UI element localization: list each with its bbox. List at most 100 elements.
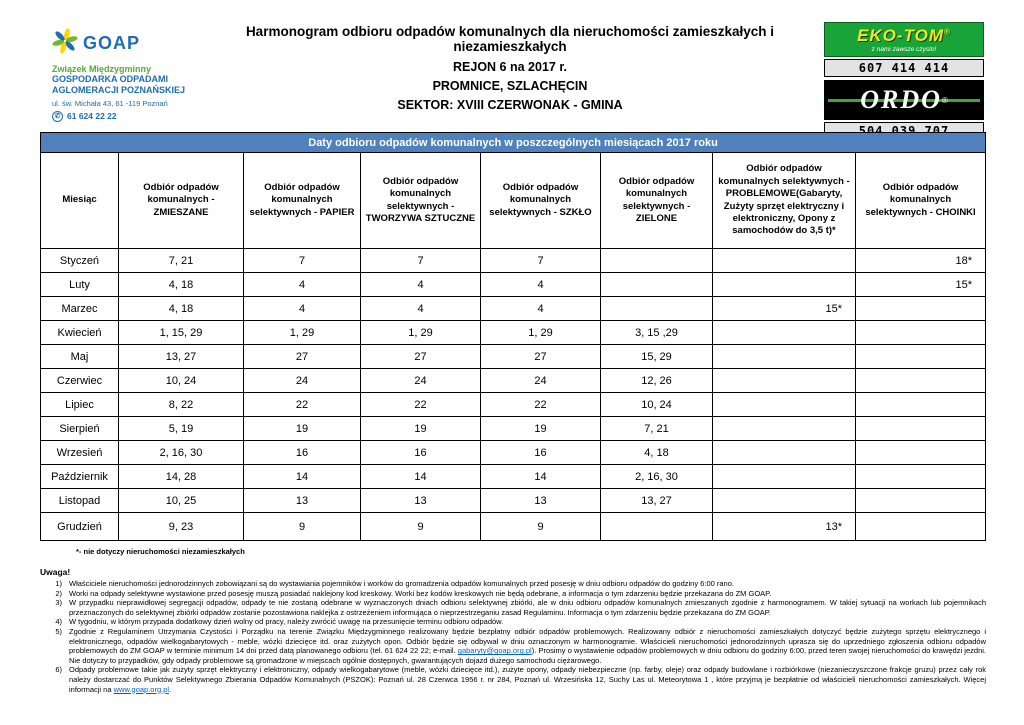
schedule-cell: 14 <box>243 464 361 489</box>
column-header: Odbiór odpadów komunalnych selektywnych … <box>712 152 856 249</box>
schedule-cell <box>712 392 856 417</box>
schedule-header-row: Miesiąc Odbiór odpadów komunalnych - ZMIE… <box>40 152 987 249</box>
table-row: Sierpień 5, 19 19 19 19 7, 21 <box>40 416 987 441</box>
schedule-cell <box>600 512 713 541</box>
schedule-cell: 13* <box>712 512 856 541</box>
column-header: Odbiór odpadów komunalnych selektywnych … <box>600 152 713 249</box>
month-cell: Październik <box>40 464 119 489</box>
title-sector: SEKTOR: XVIII CZERWONAK - GMINA <box>397 98 623 112</box>
goap-phone-number: 61 624 22 22 <box>67 111 117 121</box>
note-number: 4) <box>55 617 62 627</box>
table-row: Styczeń 7, 21 7 7 7 18* <box>40 248 987 273</box>
link[interactable]: www.goap.org.pl <box>113 684 170 694</box>
schedule-cell <box>712 368 856 393</box>
table-row: Wrzesień 2, 16, 30 16 16 16 4, 18 <box>40 440 987 465</box>
goap-subtitle: Związek Międzygminny <box>52 64 152 74</box>
table-footnote: *- nie dotyczy nieruchomości niezamieszk… <box>76 547 245 556</box>
schedule-cell: 7 <box>480 248 601 273</box>
document-title: Harmonogram odbioru odpadów komunalnych … <box>245 24 775 54</box>
schedule-cell <box>712 320 856 345</box>
note-text: Zgodnie z Regulaminem Utrzymania Czystoś… <box>69 627 986 665</box>
note-number: 5) <box>55 626 62 636</box>
table-row: Maj 13, 27 27 27 27 15, 29 <box>40 344 987 369</box>
month-cell: Kwiecień <box>40 320 119 345</box>
schedule-cell: 13 <box>243 488 361 513</box>
schedule-cell: 16 <box>480 440 601 465</box>
column-header: Miesiąc <box>40 152 119 249</box>
schedule-cell: 13, 27 <box>600 488 713 513</box>
note-text: W przypadku nieprawidłowej segregacji od… <box>69 598 986 617</box>
note-item: 6) Odpady problemowe takie jak zużyty spr… <box>40 665 986 694</box>
goap-org-line2: AGLOMERACJI POZNAŃSKIEJ <box>52 85 186 96</box>
note-text-segment: W przypadku nieprawidłowej segregacji od… <box>69 598 986 617</box>
goap-asterisk-icon <box>52 28 78 59</box>
table-row: Luty 4, 18 4 4 4 15* <box>40 272 987 297</box>
registered-mark-icon: ® <box>944 27 951 37</box>
month-cell: Sierpień <box>40 416 119 441</box>
schedule-cell <box>712 464 856 489</box>
table-row: Grudzień 9, 23 9 9 9 13* <box>40 512 987 541</box>
schedule-cell: 2, 16, 30 <box>600 464 713 489</box>
schedule-cell: 14, 28 <box>118 464 244 489</box>
schedule-cell: 9, 23 <box>118 512 244 541</box>
title-localities: PROMNICE, SZLACHĘCIN <box>432 79 588 93</box>
schedule-cell <box>600 272 713 297</box>
ekotom-phone: 607 414 414 <box>824 59 984 77</box>
schedule-cell: 24 <box>360 368 481 393</box>
schedule-cell <box>854 344 987 369</box>
month-cell: Styczeń <box>40 248 119 273</box>
schedule-cell: 14 <box>480 464 601 489</box>
ekotom-tagline: z nami zawsze czysto! <box>871 46 937 53</box>
schedule-cell: 19 <box>360 416 481 441</box>
table-row: Październik 14, 28 14 14 14 2, 16, 30 <box>40 464 987 489</box>
note-text-segment: Zgodnie z Regulaminem Utrzymania Czystoś… <box>69 626 986 656</box>
schedule-cell: 27 <box>360 344 481 369</box>
month-cell: Maj <box>40 344 119 369</box>
note-item: 1) Właściciele nieruchomości jednorodzinn… <box>40 579 986 589</box>
note-number: 3) <box>55 598 62 608</box>
schedule-cell: 9 <box>480 512 601 541</box>
notes-section: Uwaga! 1) Właściciele nieruchomości jedno… <box>40 567 986 694</box>
schedule-cell: 4 <box>360 272 481 297</box>
ekotom-name: EKO-TOM® <box>857 26 951 45</box>
note-number: 1) <box>55 579 62 588</box>
registered-mark-icon: ® <box>941 95 948 105</box>
table-row: Lipiec 8, 22 22 22 22 10, 24 <box>40 392 987 417</box>
schedule-cell <box>854 296 987 321</box>
notes-list: 1) Właściciele nieruchomości jednorodzinn… <box>40 579 986 694</box>
schedule-cell <box>854 416 987 441</box>
ekotom-logo: EKO-TOM® z nami zawsze czysto! <box>824 22 984 57</box>
month-cell: Grudzień <box>40 512 119 541</box>
schedule-cell: 15, 29 <box>600 344 713 369</box>
schedule-cell: 10, 24 <box>118 368 244 393</box>
schedule-cell: 24 <box>243 368 361 393</box>
note-item: 2) Worki na odpady selektywne wystawione … <box>40 589 986 599</box>
schedule-cell: 27 <box>243 344 361 369</box>
schedule-cell: 16 <box>243 440 361 465</box>
month-cell: Listopad <box>40 488 119 513</box>
note-text: W tygodniu, w którym przypada dodatkowy … <box>69 617 986 627</box>
schedule-cell <box>712 248 856 273</box>
column-header: Odbiór odpadów komunalnych - ZMIESZANE <box>118 152 244 249</box>
schedule-cell: 15* <box>712 296 856 321</box>
schedule-cell: 13 <box>360 488 481 513</box>
schedule-cell: 19 <box>243 416 361 441</box>
goap-logo: GOAP Związek Międzygminny GOSPODARKA ODP… <box>52 28 232 122</box>
schedule-cell <box>600 296 713 321</box>
note-text-segment: ). Prosimy o wystawienie odpadów problem… <box>69 646 986 665</box>
contractor-logos: EKO-TOM® z nami zawsze czysto! 607 414 4… <box>824 22 984 143</box>
schedule-cell: 5, 19 <box>118 416 244 441</box>
schedule-cell: 7, 21 <box>600 416 713 441</box>
schedule-cell: 7 <box>243 248 361 273</box>
schedule-cell <box>712 272 856 297</box>
schedule-cell <box>854 368 987 393</box>
link[interactable]: gabaryty@goap.org.pl <box>457 646 532 656</box>
document-titles: Harmonogram odbioru odpadów komunalnych … <box>200 24 820 117</box>
schedule-cell: 1, 29 <box>243 320 361 345</box>
note-text: Worki na odpady selektywne wystawione pr… <box>69 589 986 599</box>
table-row: Listopad 10, 25 13 13 13 13, 27 <box>40 488 987 513</box>
schedule-cell: 13 <box>480 488 601 513</box>
schedule-cell: 13, 27 <box>118 344 244 369</box>
column-header: Odbiór odpadów komunalnych selektywnych … <box>854 152 987 249</box>
schedule-cell <box>854 440 987 465</box>
